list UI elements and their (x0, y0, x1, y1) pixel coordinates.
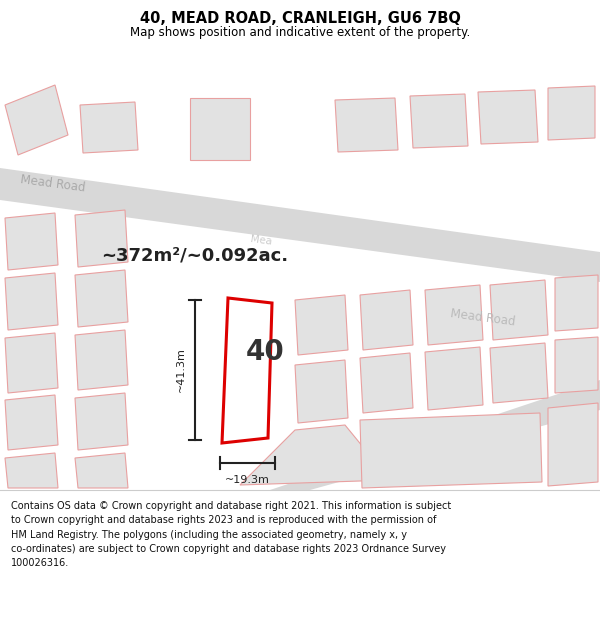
Polygon shape (490, 343, 548, 403)
Text: ~372m²/~0.092ac.: ~372m²/~0.092ac. (101, 246, 289, 264)
Polygon shape (548, 86, 595, 140)
Polygon shape (5, 273, 58, 330)
Polygon shape (410, 94, 468, 148)
Polygon shape (75, 270, 128, 327)
Polygon shape (555, 337, 598, 393)
Polygon shape (360, 290, 413, 350)
Polygon shape (425, 285, 483, 345)
Polygon shape (80, 102, 138, 153)
Polygon shape (295, 295, 348, 355)
Polygon shape (360, 413, 542, 488)
Polygon shape (240, 425, 390, 485)
Polygon shape (5, 333, 58, 393)
Polygon shape (478, 90, 538, 144)
Text: Mead Road: Mead Road (450, 308, 517, 329)
Polygon shape (360, 353, 413, 413)
Text: Map shows position and indicative extent of the property.: Map shows position and indicative extent… (130, 26, 470, 39)
Polygon shape (222, 298, 272, 443)
Polygon shape (548, 403, 598, 486)
Polygon shape (295, 360, 348, 423)
Polygon shape (5, 395, 58, 450)
Text: Mead Road: Mead Road (20, 173, 86, 195)
Text: 40, MEAD ROAD, CRANLEIGH, GU6 7BQ: 40, MEAD ROAD, CRANLEIGH, GU6 7BQ (140, 11, 460, 26)
Text: 40: 40 (245, 338, 284, 366)
Polygon shape (0, 168, 600, 282)
Polygon shape (75, 453, 128, 488)
Text: ~41.3m: ~41.3m (176, 348, 186, 392)
Polygon shape (490, 280, 548, 340)
Polygon shape (270, 380, 600, 490)
Polygon shape (75, 330, 128, 390)
Polygon shape (425, 347, 483, 410)
Text: Contains OS data © Crown copyright and database right 2021. This information is : Contains OS data © Crown copyright and d… (11, 501, 451, 568)
Text: ~19.3m: ~19.3m (225, 475, 270, 485)
Polygon shape (335, 98, 398, 152)
Polygon shape (5, 213, 58, 270)
Polygon shape (5, 85, 68, 155)
Text: Mea: Mea (250, 234, 273, 246)
Polygon shape (75, 393, 128, 450)
Polygon shape (75, 210, 128, 267)
Polygon shape (190, 98, 250, 160)
Polygon shape (5, 453, 58, 488)
Polygon shape (555, 275, 598, 331)
